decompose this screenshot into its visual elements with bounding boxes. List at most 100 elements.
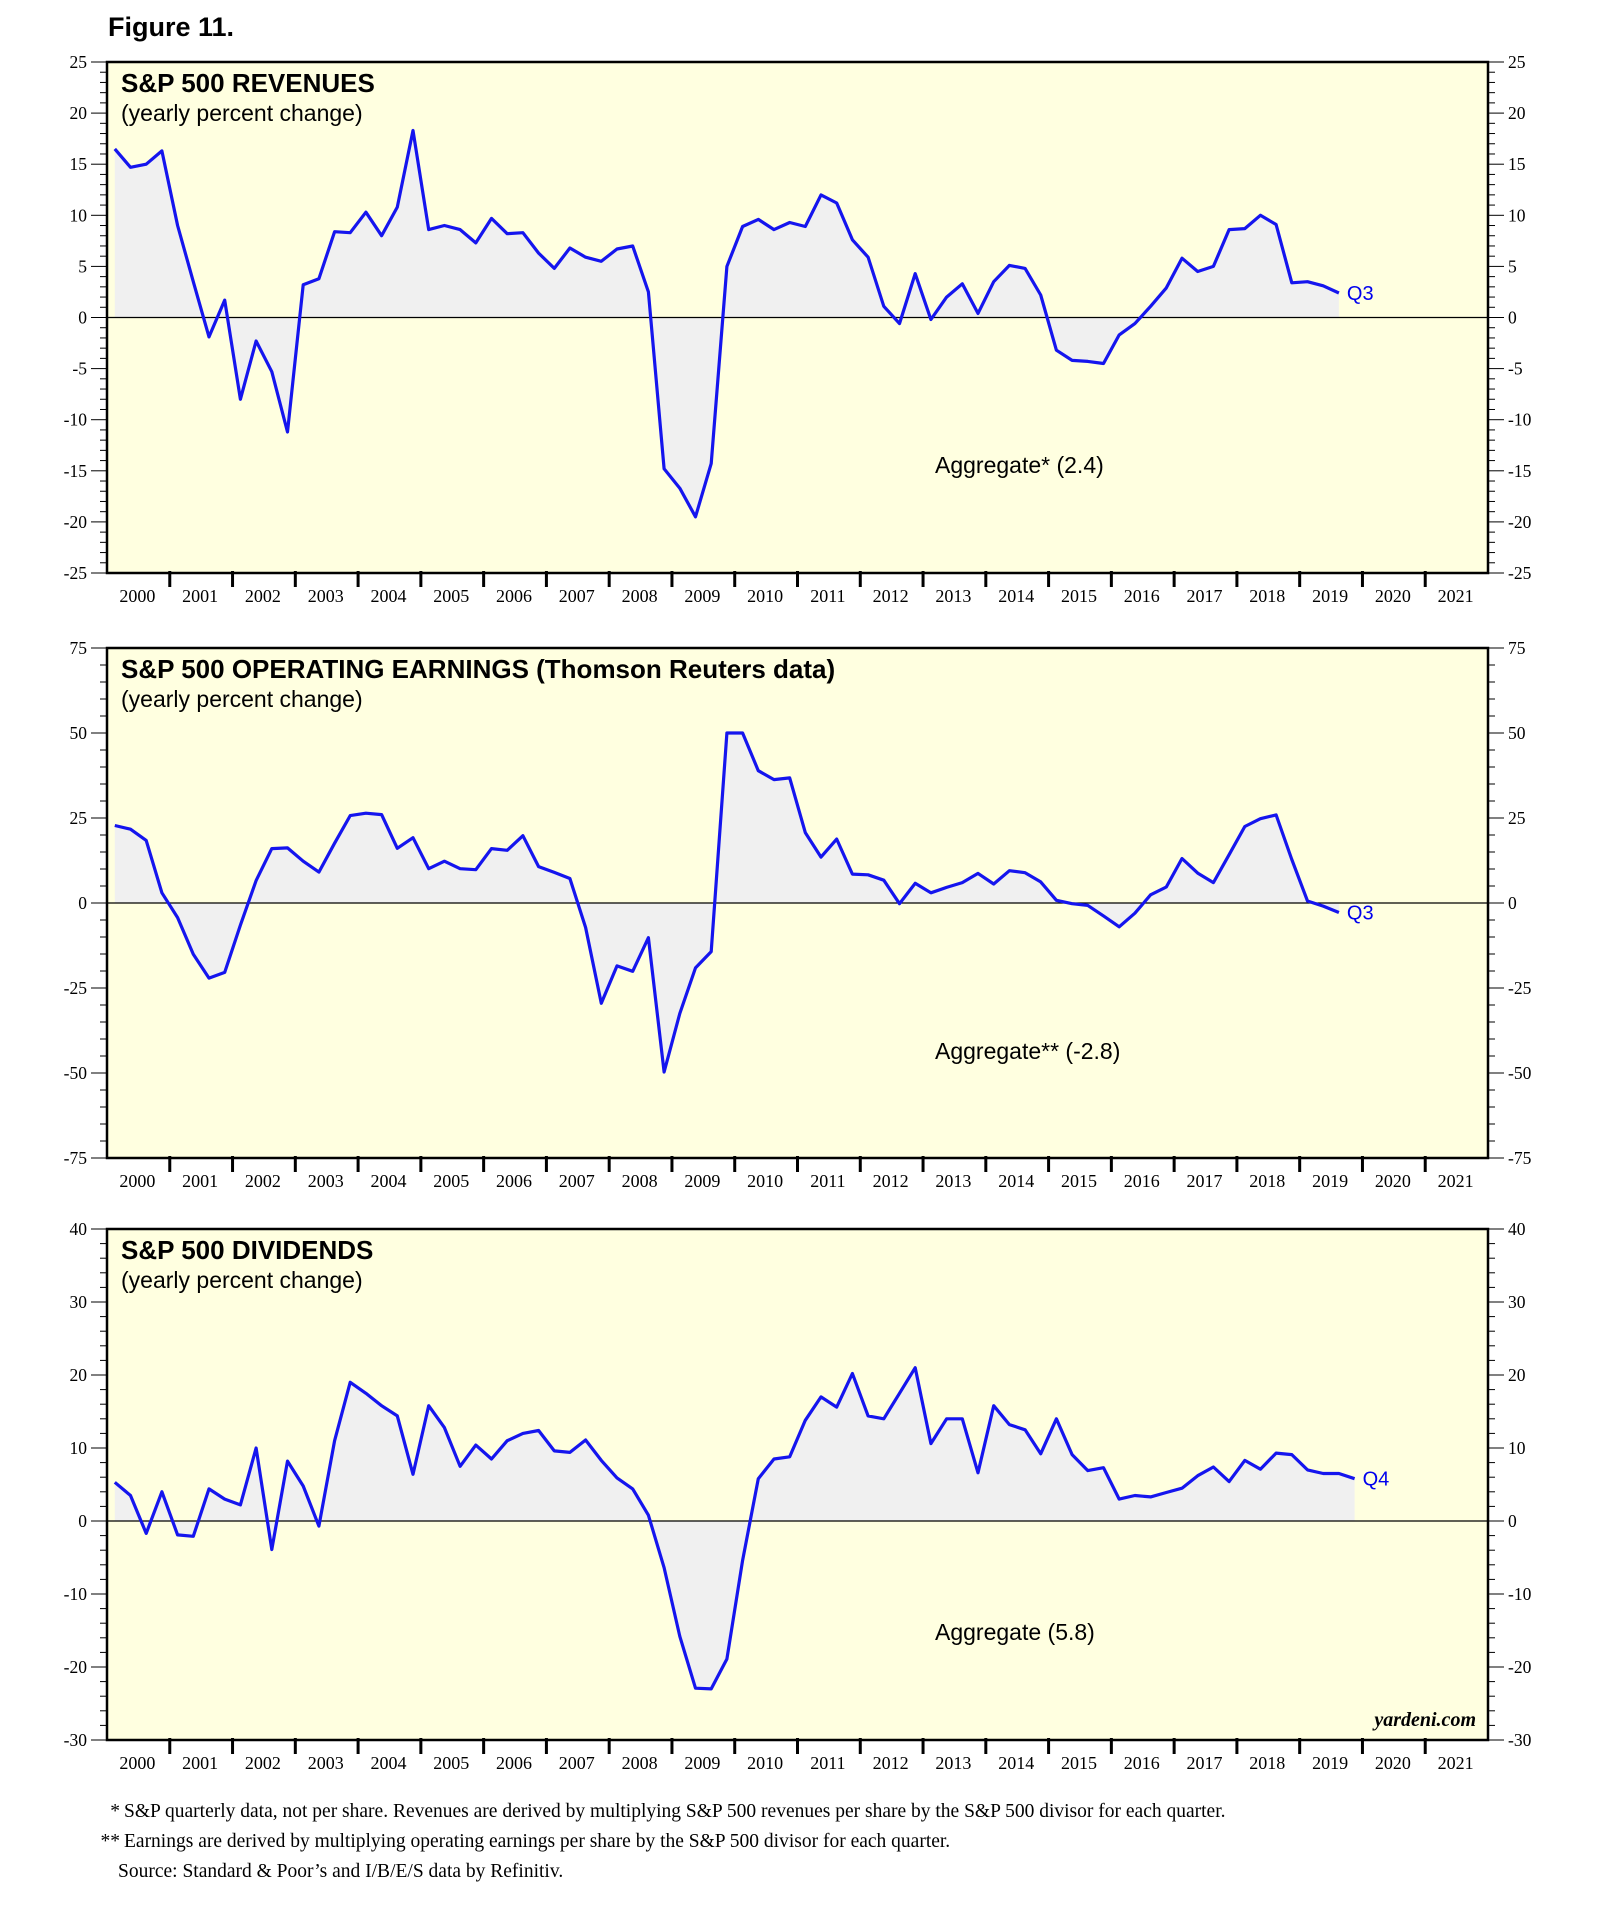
x-tick-label: 2003 — [308, 1753, 344, 1773]
x-tick-label: 2012 — [873, 1171, 909, 1191]
y-tick-label-right: 20 — [1508, 103, 1526, 123]
source-note: Source: Standard & Poor’s and I/B/E/S da… — [118, 1861, 564, 1882]
x-tick-label: 2011 — [810, 1171, 845, 1191]
y-tick-label-right: 0 — [1508, 893, 1517, 913]
y-tick-label-right: 25 — [1508, 808, 1526, 828]
y-tick-label-right: 20 — [1508, 1365, 1526, 1385]
y-tick-label-left: 40 — [70, 1219, 88, 1239]
y-tick-label-left: -20 — [64, 1657, 88, 1677]
x-tick-label: 2019 — [1312, 586, 1348, 606]
x-tick-label: 2000 — [119, 1171, 155, 1191]
x-tick-label: 2013 — [935, 586, 971, 606]
x-tick-label: 2005 — [433, 1171, 469, 1191]
panel-subtitle: (yearly percent change) — [121, 100, 363, 126]
x-tick-label: 2007 — [559, 586, 595, 606]
x-tick-label: 2021 — [1438, 586, 1474, 606]
y-tick-label-right: 50 — [1508, 723, 1526, 743]
y-tick-label-right: -25 — [1508, 563, 1532, 583]
x-tick-label: 2019 — [1312, 1753, 1348, 1773]
x-tick-label: 2010 — [747, 1171, 783, 1191]
x-tick-label: 2004 — [370, 586, 406, 606]
x-tick-label: 2020 — [1375, 1171, 1411, 1191]
x-tick-label: 2014 — [998, 1753, 1034, 1773]
footnote-2: ** Earnings are derived by multiplying op… — [92, 1827, 1225, 1857]
x-tick-label: 2010 — [747, 586, 783, 606]
y-tick-label-right: 15 — [1508, 154, 1526, 174]
y-tick-label-right: 0 — [1508, 1511, 1517, 1531]
y-tick-label-right: 75 — [1508, 638, 1526, 658]
x-tick-label: 2007 — [559, 1753, 595, 1773]
footnote-2-text: Earnings are derived by multiplying oper… — [124, 1831, 951, 1852]
y-tick-label-right: -25 — [1508, 978, 1532, 998]
x-tick-label: 2021 — [1438, 1171, 1474, 1191]
x-tick-label: 2007 — [559, 1171, 595, 1191]
x-tick-label: 2011 — [810, 1753, 845, 1773]
chart-panel-1: -25 -25 -20 -20 -15 -15 -10 -10 -5 -5 0 0 5 5 10 10 15 15… — [64, 52, 1532, 606]
footnote-1-text: S&P quarterly data, not per share. Reven… — [124, 1801, 1226, 1822]
x-tick-label: 2000 — [119, 586, 155, 606]
x-tick-label: 2012 — [873, 586, 909, 606]
x-tick-label: 2019 — [1312, 1171, 1348, 1191]
y-tick-label-left: -5 — [72, 359, 87, 379]
y-tick-label-right: -50 — [1508, 1063, 1532, 1083]
x-tick-label: 2012 — [873, 1753, 909, 1773]
y-tick-label-right: -20 — [1508, 512, 1532, 532]
x-tick-label: 2021 — [1438, 1753, 1474, 1773]
end-label: Q3 — [1347, 283, 1374, 305]
y-tick-label-right: 25 — [1508, 52, 1526, 72]
x-tick-label: 2000 — [119, 1753, 155, 1773]
x-tick-label: 2010 — [747, 1753, 783, 1773]
x-tick-label: 2020 — [1375, 1753, 1411, 1773]
series-line — [113, 128, 1340, 519]
y-tick-label-right: -5 — [1508, 359, 1523, 379]
end-label: Q4 — [1363, 1469, 1390, 1491]
x-tick-label: 2018 — [1249, 1753, 1285, 1773]
y-tick-label-left: 0 — [78, 893, 87, 913]
y-tick-label-left: 50 — [70, 723, 88, 743]
x-tick-label: 2017 — [1187, 586, 1223, 606]
x-tick-label: 2001 — [182, 1753, 218, 1773]
y-tick-label-right: -10 — [1508, 410, 1532, 430]
x-tick-label: 2016 — [1124, 586, 1160, 606]
watermark: yardeni.com — [1372, 1709, 1476, 1731]
x-tick-label: 2006 — [496, 1753, 532, 1773]
x-tick-label: 2006 — [496, 586, 532, 606]
y-tick-label-left: 25 — [70, 808, 88, 828]
x-tick-label: 2002 — [245, 586, 281, 606]
x-tick-label: 2003 — [308, 1171, 344, 1191]
y-tick-label-left: -15 — [64, 461, 88, 481]
aggregate-label: Aggregate** (-2.8) — [935, 1038, 1120, 1064]
footnote-1-mark: * — [110, 1801, 120, 1822]
x-tick-label: 2011 — [810, 586, 845, 606]
x-tick-label: 2018 — [1249, 1171, 1285, 1191]
y-tick-label-left: 15 — [70, 154, 88, 174]
y-tick-label-left: 10 — [70, 1438, 88, 1458]
x-tick-label: 2005 — [433, 586, 469, 606]
x-tick-label: 2020 — [1375, 586, 1411, 606]
x-tick-label: 2015 — [1061, 586, 1097, 606]
x-tick-label: 2018 — [1249, 586, 1285, 606]
x-tick-label: 2015 — [1061, 1171, 1097, 1191]
x-tick-label: 2009 — [684, 586, 720, 606]
y-tick-label-right: 10 — [1508, 205, 1526, 225]
y-tick-label-right: -20 — [1508, 1657, 1532, 1677]
x-tick-label: 2005 — [433, 1753, 469, 1773]
chart-panel-2: -75 -75 -50 -50 -25 -25 0 0 25 25 50 50 75 75 2000 2001… — [64, 638, 1532, 1191]
y-tick-label-right: -75 — [1508, 1148, 1532, 1168]
x-tick-label: 2002 — [245, 1171, 281, 1191]
x-tick-label: 2014 — [998, 1171, 1034, 1191]
y-tick-label-right: 30 — [1508, 1292, 1526, 1312]
x-tick-label: 2017 — [1187, 1171, 1223, 1191]
x-tick-label: 2009 — [684, 1753, 720, 1773]
y-tick-label-left: -75 — [64, 1148, 88, 1168]
y-tick-label-left: -25 — [64, 978, 88, 998]
y-tick-label-right: 5 — [1508, 256, 1517, 276]
end-label: Q3 — [1347, 903, 1374, 925]
x-tick-label: 2001 — [182, 586, 218, 606]
y-tick-label-left: 0 — [78, 308, 87, 328]
x-tick-label: 2013 — [935, 1171, 971, 1191]
y-tick-label-left: -10 — [64, 1584, 88, 1604]
y-tick-label-left: 20 — [70, 103, 88, 123]
x-tick-label: 2014 — [998, 586, 1034, 606]
